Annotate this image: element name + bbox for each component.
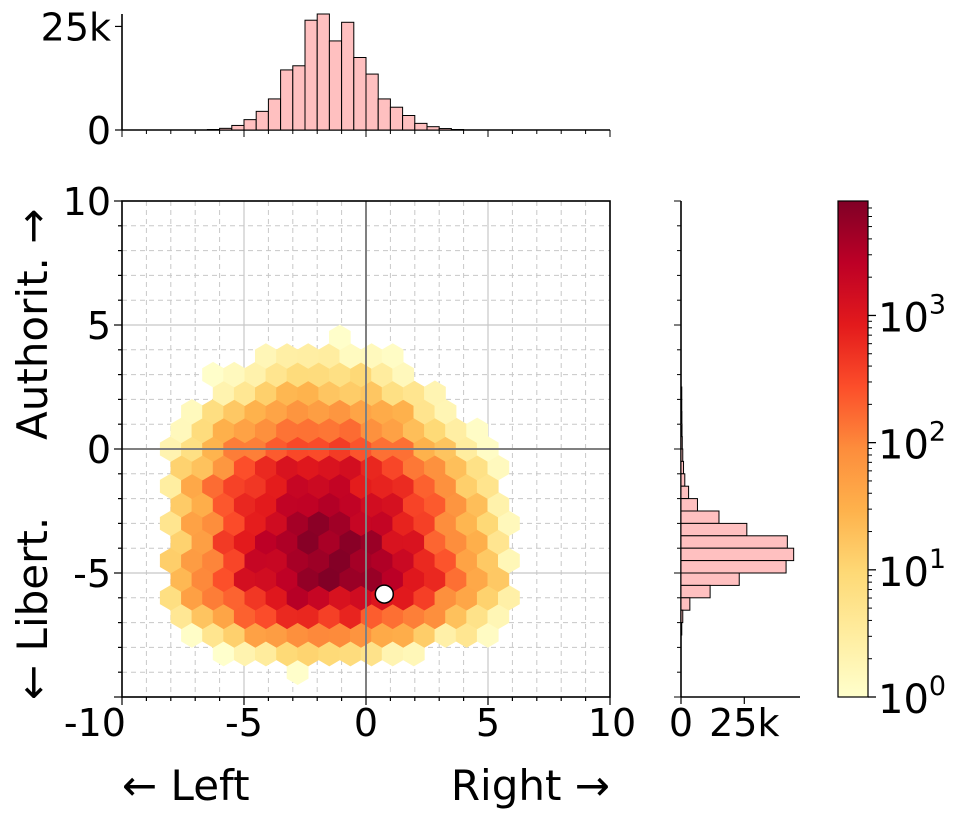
- colorbar-tick-power: 0: [929, 671, 946, 702]
- right-hist-bar: [680, 423, 683, 438]
- colorbar-tick-base: 10: [878, 423, 929, 469]
- right-hist-bar: [680, 436, 683, 450]
- right-hist-bar: [680, 609, 684, 624]
- top-hist-bar: [280, 69, 294, 131]
- colorbar-tick-base: 10: [878, 550, 929, 596]
- hexbin-cell: [466, 417, 489, 444]
- quadrant-lines: [122, 201, 610, 697]
- right-hist-bar: [680, 560, 787, 574]
- top-hist-bar: [365, 73, 379, 131]
- right-hist-bar: [680, 386, 683, 400]
- right-hist-bar: [680, 522, 748, 537]
- top-hist-y-tick-label: 0: [87, 109, 111, 153]
- top-hist-bar: [438, 128, 452, 131]
- right-hist-bar: [680, 398, 683, 413]
- right-hist-x-tick-label: 0: [669, 701, 693, 745]
- top-hist-bar: [426, 126, 440, 131]
- highlight-marker: [374, 584, 395, 604]
- right-hist-bar: [680, 460, 685, 475]
- right-hist-bar: [680, 584, 711, 599]
- top-hist-bar: [389, 106, 404, 131]
- top-histogram: 0 25k: [41, 5, 611, 153]
- marker-layer: [374, 584, 395, 604]
- y-axis-label-top: Authorit. →: [8, 209, 57, 440]
- top-hist-y-tick-label: 25k: [41, 5, 111, 49]
- x-axis-label-left: ← Left: [122, 761, 250, 810]
- top-hist-bar: [316, 13, 330, 131]
- top-hist-bar: [267, 98, 282, 131]
- colorbar-tick-label: 101: [878, 544, 946, 596]
- colorbar-tick-label: 103: [878, 289, 946, 341]
- y-tick-label: 10: [63, 180, 111, 224]
- right-hist-x-tick-label: 25k: [709, 701, 779, 745]
- right-hist-bar: [680, 498, 698, 512]
- top-hist-bar: [255, 110, 269, 131]
- right-hist-bar: [680, 411, 683, 425]
- x-tick-label: 10: [588, 701, 636, 745]
- y-tick-label: 0: [87, 428, 111, 472]
- hexbin-cell: [328, 324, 351, 351]
- y-tick-label: -5: [73, 552, 111, 596]
- colorbar-tick-base: 10: [878, 677, 929, 723]
- right-hist-bar: [680, 572, 740, 586]
- top-hist-bar: [328, 40, 343, 131]
- hexbin-cell: [424, 380, 446, 406]
- top-hist-bar: [243, 119, 257, 131]
- top-hist-bar: [414, 122, 428, 131]
- top-hist-bar: [231, 124, 245, 131]
- top-hist-bar: [377, 98, 391, 131]
- colorbar-tick-power: 2: [929, 417, 946, 448]
- colorbar-tick-power: 1: [929, 544, 946, 575]
- right-hist-bar: [680, 510, 720, 524]
- x-tick-label: -5: [225, 701, 263, 745]
- right-hist-bar: [680, 485, 690, 500]
- right-hist-bar: [680, 622, 683, 636]
- main-axis-ticks: -10 -5 0 5 10 -5 0 5 10: [63, 180, 637, 745]
- right-hist-bar: [680, 547, 795, 562]
- right-hist-bar: [680, 448, 684, 462]
- right-histogram: 0 25k: [669, 200, 800, 745]
- colorbar-tick-label: 100: [878, 671, 946, 723]
- hexbin-cell: [381, 343, 404, 369]
- top-hist-bar: [341, 21, 355, 131]
- colorbar-tick-label: 102: [878, 417, 946, 469]
- top-hist-bar: [219, 127, 233, 131]
- hexbin-layer: [159, 324, 520, 685]
- x-tick-label: 5: [476, 701, 500, 745]
- top-hist-bar: [292, 65, 306, 131]
- right-hist-bar: [680, 597, 691, 611]
- colorbar-tick-power: 3: [929, 289, 946, 320]
- x-tick-label: 0: [354, 701, 378, 745]
- right-hist-bar: [680, 473, 686, 487]
- x-tick-label: -10: [64, 701, 126, 745]
- top-hist-bar: [304, 19, 318, 131]
- y-axis-label-bottom: ← Libert.: [8, 517, 57, 700]
- top-hist-bar: [353, 57, 367, 131]
- colorbar-gradient-bar: [837, 200, 869, 698]
- top-hist-bar: [402, 115, 416, 131]
- right-hist-bar: [680, 535, 788, 549]
- colorbar-tick-base: 10: [878, 295, 929, 341]
- x-axis-label-right: Right →: [451, 761, 610, 810]
- y-tick-label: 5: [87, 304, 111, 348]
